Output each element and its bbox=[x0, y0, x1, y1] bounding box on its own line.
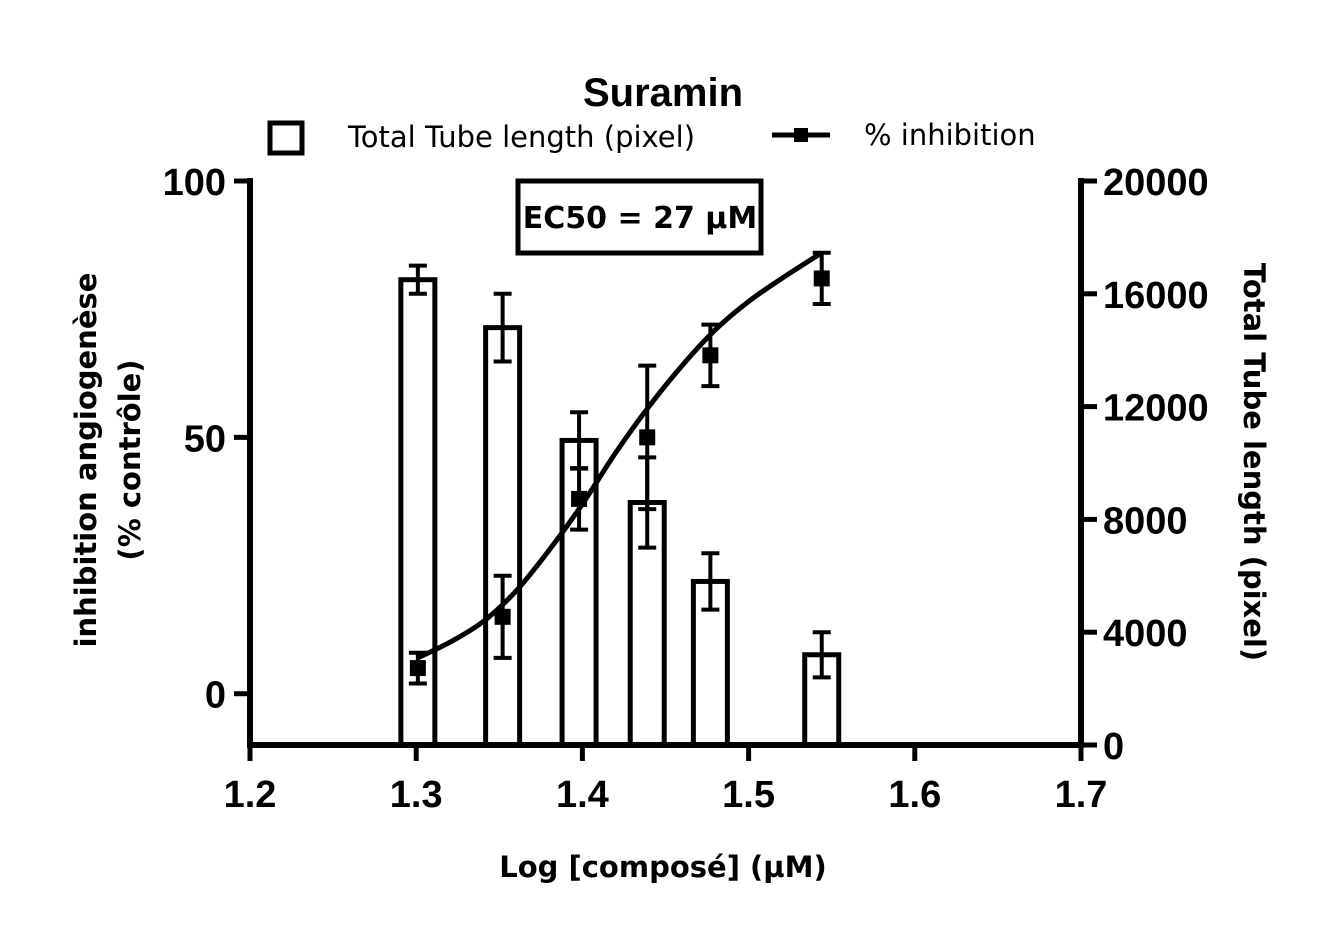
x-tick-label-6: 1.7 bbox=[1055, 774, 1108, 816]
chart-title: Suramin bbox=[583, 71, 743, 115]
bar-error-5 bbox=[701, 551, 720, 612]
x-tick-label-1: 1.2 bbox=[224, 774, 277, 816]
bar-2 bbox=[483, 325, 523, 748]
y-right-tick-label-2: 4000 bbox=[1103, 613, 1188, 655]
y-right-tick-label-4: 12000 bbox=[1103, 388, 1209, 430]
x-tick-label-2: 1.3 bbox=[390, 774, 443, 816]
axes bbox=[247, 178, 1084, 748]
point-2 bbox=[494, 608, 511, 625]
bar-1 bbox=[398, 277, 438, 748]
legend: Total Tube length (pixel) % inhibition bbox=[267, 118, 1036, 156]
legend-bar-swatch bbox=[267, 120, 305, 156]
inhibition-series bbox=[408, 250, 831, 686]
ec50-text: EC50 = 27 µM bbox=[523, 201, 757, 236]
ec50-annotation: EC50 = 27 µM bbox=[515, 178, 764, 256]
legend-bar-label: Total Tube length (pixel) bbox=[347, 120, 695, 154]
y-left-tick-label-2: 50 bbox=[184, 418, 226, 460]
point-3 bbox=[571, 490, 588, 507]
tick-group: 1.2 1.3 1.4 1.5 1.6 1.7 0 50 100 0 4000 8000 12000 16… bbox=[163, 162, 1209, 816]
y-left-tick-label-3: 100 bbox=[163, 162, 226, 204]
legend-line-marker bbox=[794, 128, 808, 142]
y-left-axis-label-line2: (% contrôle) bbox=[113, 359, 147, 560]
x-tick-label-5: 1.6 bbox=[888, 774, 941, 816]
bar-series bbox=[398, 263, 842, 748]
y-right-tick-label-3: 8000 bbox=[1103, 500, 1188, 542]
point-6 bbox=[813, 270, 830, 287]
x-tick-label-4: 1.5 bbox=[722, 774, 775, 816]
point-4 bbox=[639, 429, 656, 446]
y-right-tick-label-5: 16000 bbox=[1103, 275, 1209, 317]
ec50-box bbox=[515, 178, 764, 256]
x-axis-label: Log [composé] (µM) bbox=[499, 850, 827, 884]
point-5 bbox=[702, 347, 719, 364]
bar-error-6 bbox=[812, 630, 831, 680]
y-right-axis-label: Total Tube length (pixel) bbox=[1237, 263, 1271, 661]
y-left-tick-label-1: 0 bbox=[205, 675, 226, 717]
fit-curve-group bbox=[416, 250, 824, 661]
y-right-tick-label-6: 20000 bbox=[1103, 162, 1209, 204]
bar-error-2 bbox=[493, 291, 512, 364]
y-left-axis-label-line1: inhibition angiogenèse bbox=[69, 273, 103, 648]
y-right-tick-label-1: 0 bbox=[1103, 726, 1124, 768]
point-1 bbox=[409, 660, 426, 677]
legend-line-label: % inhibition bbox=[864, 118, 1036, 152]
x-tick-label-3: 1.4 bbox=[556, 774, 609, 816]
fit-curve bbox=[416, 250, 824, 661]
bar-error-1 bbox=[408, 263, 427, 296]
